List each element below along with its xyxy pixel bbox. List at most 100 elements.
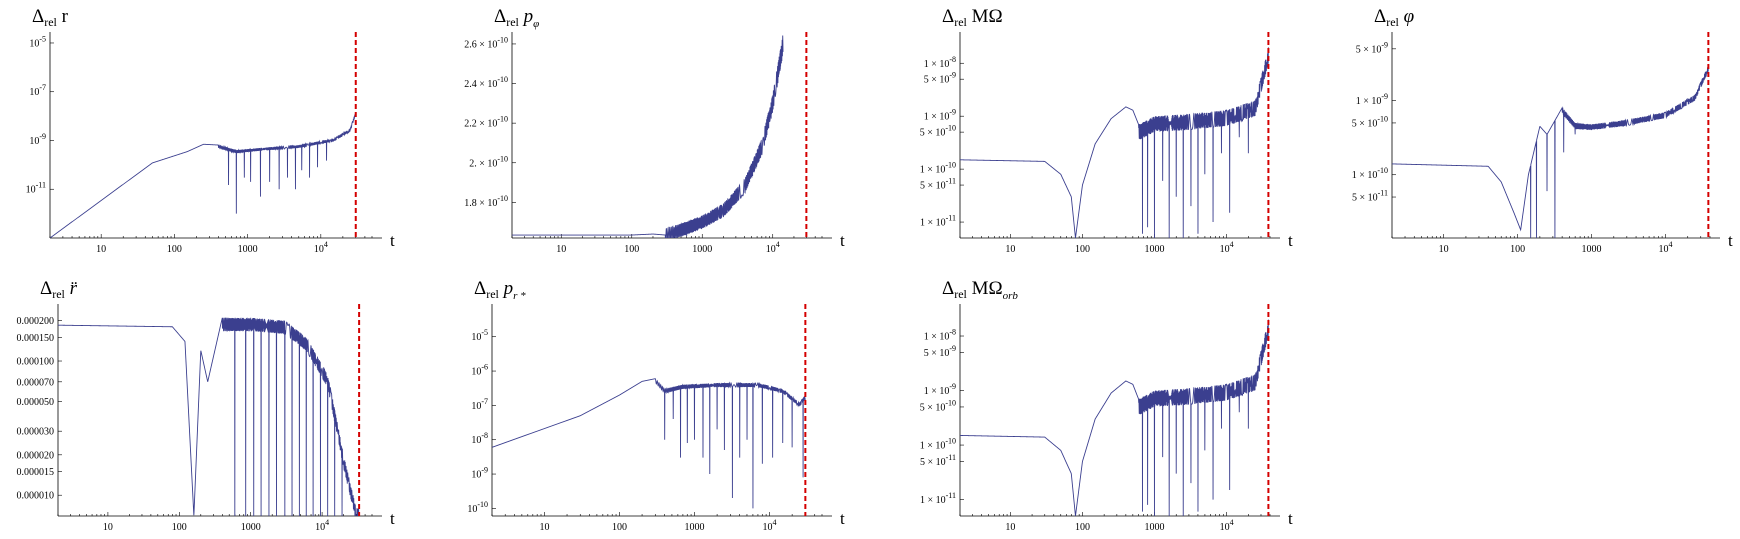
series-line-1 — [1392, 65, 1709, 238]
y-tick-label: 0.000070 — [17, 377, 55, 388]
y-tick-label: 1 × 10-8 — [924, 328, 956, 343]
x-tick-label: 10 — [556, 244, 566, 255]
panel-title: Δrel r — [32, 6, 69, 29]
panel-title: Δrel r̈ — [40, 278, 78, 301]
y-tick-label: 10-7 — [471, 397, 488, 412]
y-tick-label: 5 × 10-10 — [1352, 114, 1388, 129]
y-tick-label: 10-5 — [29, 34, 46, 49]
y-tick-label: 10-10 — [467, 500, 488, 515]
x-axis-label: t — [840, 509, 845, 528]
y-tick-label: 10-5 — [471, 328, 488, 343]
series-line-1 — [512, 35, 784, 238]
y-tick-label: 1 × 10-9 — [924, 382, 956, 397]
x-tick-label: 100 — [1075, 522, 1090, 533]
chart-panel-4: Δrel φ 10 100 1000 104 t 5 × 10-9 1 × 10-9 5 × 1… — [1352, 6, 1733, 255]
x-tick-label: 10 — [539, 522, 549, 533]
chart-panel-6: Δrel pr * 10 100 1000 104 t 10-5 10-6 10-7 10-8 10… — [467, 278, 845, 533]
x-tick-label: 104 — [1658, 240, 1672, 255]
x-axis-label: t — [1288, 231, 1293, 250]
x-tick-label: 1000 — [238, 244, 258, 255]
y-tick-label: 5 × 10-10 — [920, 398, 956, 413]
x-tick-label: 1000 — [692, 244, 712, 255]
chart-panel-5: Δrel r̈ 10 100 1000 104 t 0.000200 0.000150 0.00… — [17, 278, 396, 533]
y-tick-label: 5 × 10-11 — [920, 177, 956, 192]
x-tick-label: 104 — [766, 240, 780, 255]
series-line-1 — [50, 113, 357, 238]
y-tick-label: 0.000030 — [17, 427, 55, 438]
x-tick-label: 1000 — [241, 522, 261, 533]
x-tick-label: 100 — [167, 244, 182, 255]
y-tick-label: 10-9 — [471, 466, 488, 481]
series-line-1 — [492, 378, 806, 509]
x-tick-label: 104 — [1220, 240, 1234, 255]
panel-title: Δrel MΩ — [942, 6, 1003, 29]
x-tick-label: 100 — [172, 522, 187, 533]
y-tick-label: 10-7 — [29, 83, 46, 98]
y-tick-label: 0.000020 — [17, 450, 55, 461]
panel-title: Δrel pr * — [474, 278, 526, 302]
y-tick-label: 5 × 10-9 — [924, 344, 956, 359]
series-line-1 — [960, 47, 1269, 238]
chart-panel-1: Δrel r 10 100 1000 104 t 10-5 10-7 10-9 10-11 — [26, 6, 395, 255]
series-line-1 — [960, 319, 1269, 516]
y-tick-label: 1 × 10-11 — [920, 491, 956, 506]
x-tick-label: 10 — [1005, 244, 1015, 255]
x-tick-label: 104 — [315, 518, 329, 533]
y-tick-label: 2.6 × 10-10 — [464, 35, 508, 50]
x-axis-label: t — [1288, 509, 1293, 528]
y-tick-label: 5 × 10-10 — [920, 124, 956, 139]
y-tick-label: 10-9 — [29, 132, 46, 147]
y-tick-label: 5 × 10-11 — [1352, 189, 1388, 204]
y-tick-label: 10-11 — [26, 181, 46, 196]
chart-panel-2: Δrel pφ 10 100 1000 104 t 1.8 × 10-10 2. × 10-1… — [464, 6, 845, 255]
panel-title: Δrel pφ — [494, 6, 539, 30]
x-tick-label: 1000 — [1145, 244, 1165, 255]
chart-panel-3: Δrel MΩ 10 100 1000 104 t 1 × 10-85 × 10-9 1 × … — [920, 6, 1293, 255]
x-tick-label: 104 — [763, 518, 777, 533]
x-axis-label: t — [840, 231, 845, 250]
y-tick-label: 2. × 10-10 — [469, 154, 508, 169]
x-tick-label: 104 — [314, 240, 328, 255]
y-tick-label: 1 × 10-10 — [920, 437, 956, 452]
y-tick-label: 10-8 — [471, 431, 488, 446]
y-tick-label: 1 × 10-9 — [924, 108, 956, 123]
y-tick-label: 1.8 × 10-10 — [464, 194, 508, 209]
y-tick-label: 1 × 10-8 — [924, 55, 956, 70]
y-tick-label: 0.000015 — [17, 467, 55, 478]
x-axis-label: t — [390, 509, 395, 528]
y-tick-label: 0.000010 — [17, 491, 55, 502]
y-tick-label: 1 × 10-9 — [1356, 92, 1388, 107]
panel-title: Δrel MΩorb — [942, 278, 1018, 302]
x-tick-label: 10 — [103, 522, 113, 533]
x-tick-label: 100 — [1510, 244, 1525, 255]
x-axis-label: t — [390, 231, 395, 250]
x-tick-label: 10 — [1439, 244, 1449, 255]
y-tick-label: 2.2 × 10-10 — [464, 115, 508, 130]
x-tick-label: 100 — [1075, 244, 1090, 255]
x-axis-label: t — [1728, 231, 1733, 250]
y-tick-label: 0.000050 — [17, 397, 55, 408]
x-tick-label: 100 — [612, 522, 627, 533]
y-tick-label: 2.4 × 10-10 — [464, 75, 508, 90]
y-tick-label: 5 × 10-11 — [920, 453, 956, 468]
x-tick-label: 1000 — [1582, 244, 1602, 255]
y-tick-label: 0.000150 — [17, 333, 55, 344]
y-tick-label: 5 × 10-9 — [924, 71, 956, 86]
x-tick-label: 10 — [1005, 522, 1015, 533]
series-line-1 — [58, 317, 360, 516]
x-tick-label: 104 — [1220, 518, 1234, 533]
y-tick-label: 1 × 10-10 — [920, 161, 956, 176]
y-tick-label: 0.000200 — [17, 316, 55, 327]
y-tick-label: 1 × 10-10 — [1352, 166, 1388, 181]
x-tick-label: 1000 — [1145, 522, 1165, 533]
x-tick-label: 10 — [96, 244, 106, 255]
y-tick-label: 0.000100 — [17, 357, 55, 368]
chart-panel-7: Δrel MΩorb 10 100 1000 104 t 1 × 10-85 × 10-9 1… — [920, 278, 1293, 533]
y-tick-label: 1 × 10-11 — [920, 214, 956, 229]
x-tick-label: 100 — [624, 244, 639, 255]
x-tick-label: 1000 — [685, 522, 705, 533]
y-tick-label: 5 × 10-9 — [1356, 40, 1388, 55]
panel-title: Δrel φ — [1374, 6, 1414, 29]
y-tick-label: 10-6 — [471, 363, 488, 378]
